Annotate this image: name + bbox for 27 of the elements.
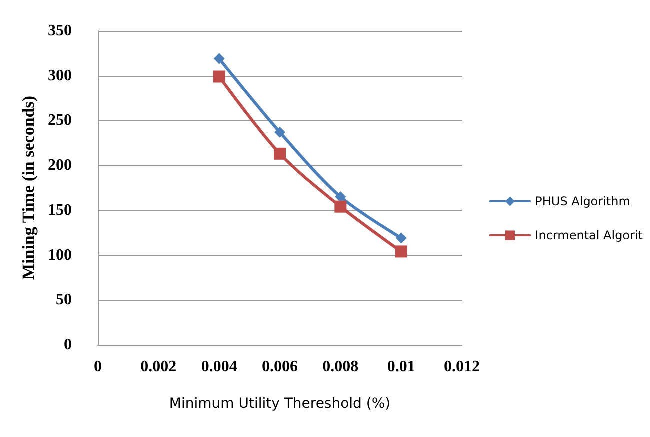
x-tick-label: 0.01 [387, 358, 416, 376]
y-tick-label: 150 [48, 202, 72, 219]
y-tick-label: 100 [48, 246, 72, 264]
x-tick-label: 0.008 [322, 358, 359, 376]
y-tick-label: 50 [56, 292, 72, 309]
legend-label: Incrmental Algorit [535, 228, 644, 242]
point [213, 70, 226, 83]
x-tick-label: 0.012 [444, 358, 480, 376]
point [335, 191, 346, 202]
legend-label: PHUS Algorithm [535, 194, 630, 208]
y-tick-label: 0 [64, 336, 72, 354]
point [274, 148, 286, 160]
point [334, 200, 347, 213]
point [396, 232, 407, 244]
point [395, 246, 408, 258]
y-tick-label: 350 [48, 22, 72, 40]
point [274, 126, 286, 138]
x-axis-title: Minimum Utility Thereshold (%) [169, 396, 391, 412]
x-tick-label: 0 [94, 358, 102, 376]
y-tick-label: 300 [48, 67, 72, 84]
y-tick-label: 200 [48, 157, 72, 174]
x-tick-label: 0.002 [140, 358, 177, 376]
x-tick-label: 0.004 [201, 358, 238, 376]
y-axis-title: Mining Time (in seconds) [19, 96, 38, 280]
x-tick-label: 0.006 [262, 358, 298, 376]
y-tick-label: 250 [48, 112, 72, 130]
point [214, 53, 225, 64]
